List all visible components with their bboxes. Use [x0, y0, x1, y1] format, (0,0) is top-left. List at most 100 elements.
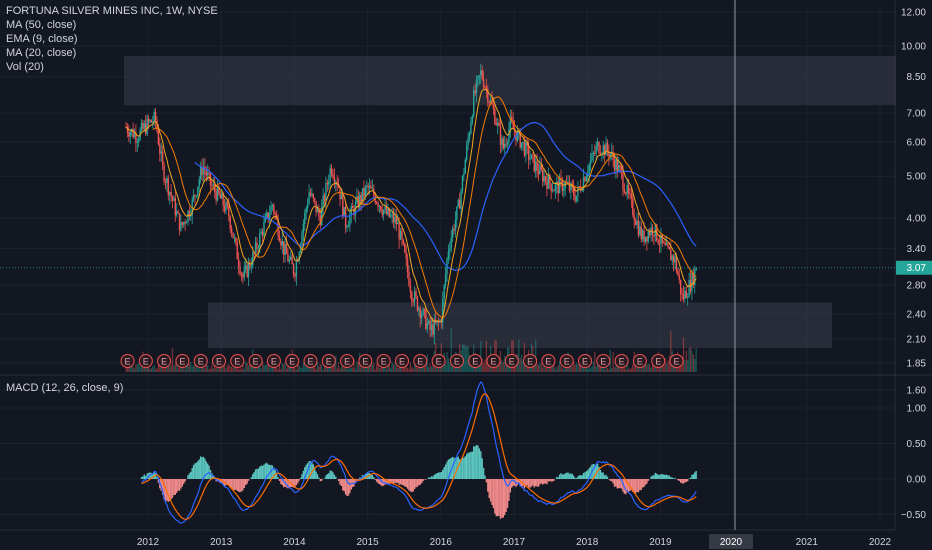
macd-hist-bar	[277, 477, 279, 479]
volume-bar	[574, 364, 576, 372]
candle-body	[473, 90, 475, 117]
candle-body	[271, 205, 274, 207]
macd-hist-bar	[661, 474, 664, 479]
macd-hist-bar	[325, 475, 327, 479]
macd-hist-bar	[335, 476, 337, 479]
time-axis-tick: 2014	[283, 537, 306, 548]
candle-body	[235, 237, 237, 242]
macd-hist-bar	[491, 479, 493, 505]
macd-hist-bar	[580, 475, 582, 479]
macd-hist-bar	[418, 479, 420, 486]
macd-hist-bar	[641, 479, 644, 488]
macd-hist-bar	[473, 446, 475, 479]
volume-bar	[650, 367, 652, 372]
candle-body	[672, 255, 675, 263]
macd-hist-bar	[157, 479, 160, 483]
earnings-marker-icon	[596, 354, 611, 368]
macd-hist-bar	[201, 457, 203, 479]
candle-body	[450, 237, 452, 249]
macd-hist-bar	[371, 475, 374, 479]
candle-body	[216, 186, 219, 201]
candle-body	[347, 225, 350, 228]
candle-body	[694, 270, 696, 285]
candle-body	[563, 188, 565, 192]
last-price-tag	[896, 260, 932, 275]
macd-hist-bar	[504, 479, 506, 516]
macd-hist-bar	[513, 479, 516, 486]
price-axis-tick: 4.00	[907, 214, 927, 225]
macd-hist-bar	[264, 463, 267, 479]
earnings-marker-label: E	[289, 357, 295, 367]
macd-hist-bar	[509, 479, 512, 493]
macd-hist-bar	[523, 479, 526, 489]
candle-body	[230, 228, 233, 233]
candle-body	[378, 205, 381, 207]
candle-body	[309, 192, 312, 196]
candle-body	[439, 321, 441, 323]
candle-body	[292, 264, 295, 275]
candle-body	[679, 279, 682, 294]
macd-hist-bar	[191, 467, 193, 479]
candle-body	[399, 230, 402, 240]
macd-hist-bar	[176, 479, 178, 493]
candle-body	[533, 155, 535, 172]
earnings-marker-label: E	[179, 357, 185, 367]
macd-axis: 1.00 0.50 0.00 −0.50	[901, 404, 927, 522]
macd-hist-bar	[415, 479, 417, 488]
volume-bar	[363, 365, 365, 372]
candle-body	[319, 215, 322, 226]
volume-bar	[246, 362, 248, 372]
candle-body	[598, 141, 600, 153]
macd-hist-bar	[363, 475, 365, 479]
candle-body	[558, 177, 561, 194]
candle-body	[464, 159, 466, 174]
macd-hist-bar	[564, 473, 566, 479]
macd-hist-bar	[349, 479, 351, 494]
candle-body	[311, 193, 313, 196]
volume-bar	[305, 366, 307, 372]
macd-hist-bar	[599, 469, 602, 479]
macd-hist-bar	[565, 472, 568, 479]
macd-hist-bar	[456, 456, 458, 479]
volume-bar	[208, 369, 210, 372]
macd-hist-bar	[233, 479, 236, 491]
volume-bar	[232, 367, 234, 372]
price-axis-tick: 1.85	[907, 358, 927, 369]
candle-body	[572, 187, 575, 196]
volume-bar	[343, 368, 345, 372]
candle-body	[250, 266, 253, 268]
volume-bar	[544, 368, 547, 372]
volume-bar	[316, 362, 319, 372]
candle-body	[223, 205, 226, 211]
macd-hist-bar	[499, 479, 502, 519]
volume-bar	[128, 367, 130, 372]
volume-bar	[133, 368, 136, 372]
candle-body	[681, 293, 683, 295]
earnings-marker-label: E	[600, 357, 606, 367]
volume-bar	[654, 366, 656, 372]
macd-hist-bar	[610, 479, 613, 482]
candle-body	[629, 193, 631, 195]
macd-hist-bar	[525, 479, 527, 487]
volume-bar	[598, 362, 600, 372]
volume-bar	[228, 364, 230, 372]
volume-bar	[542, 367, 544, 372]
macd-hist-bar	[167, 479, 169, 502]
candle-body	[478, 75, 481, 77]
macd-hist-bar	[332, 472, 334, 479]
volume-bar	[290, 365, 292, 372]
candle-body	[226, 202, 229, 206]
volume-bar	[207, 365, 209, 372]
volume-bar	[601, 365, 603, 372]
volume-bar	[613, 367, 616, 372]
candle-body	[388, 208, 390, 217]
macd-hist-bar	[413, 479, 416, 490]
candle-body	[627, 185, 630, 194]
candle-body	[274, 213, 276, 215]
macd-hist-bar	[529, 479, 531, 488]
earnings-marker-label: E	[490, 357, 496, 367]
volume-bar	[488, 361, 490, 372]
volume-bar	[309, 366, 312, 372]
macd-hist-bar	[243, 479, 245, 488]
